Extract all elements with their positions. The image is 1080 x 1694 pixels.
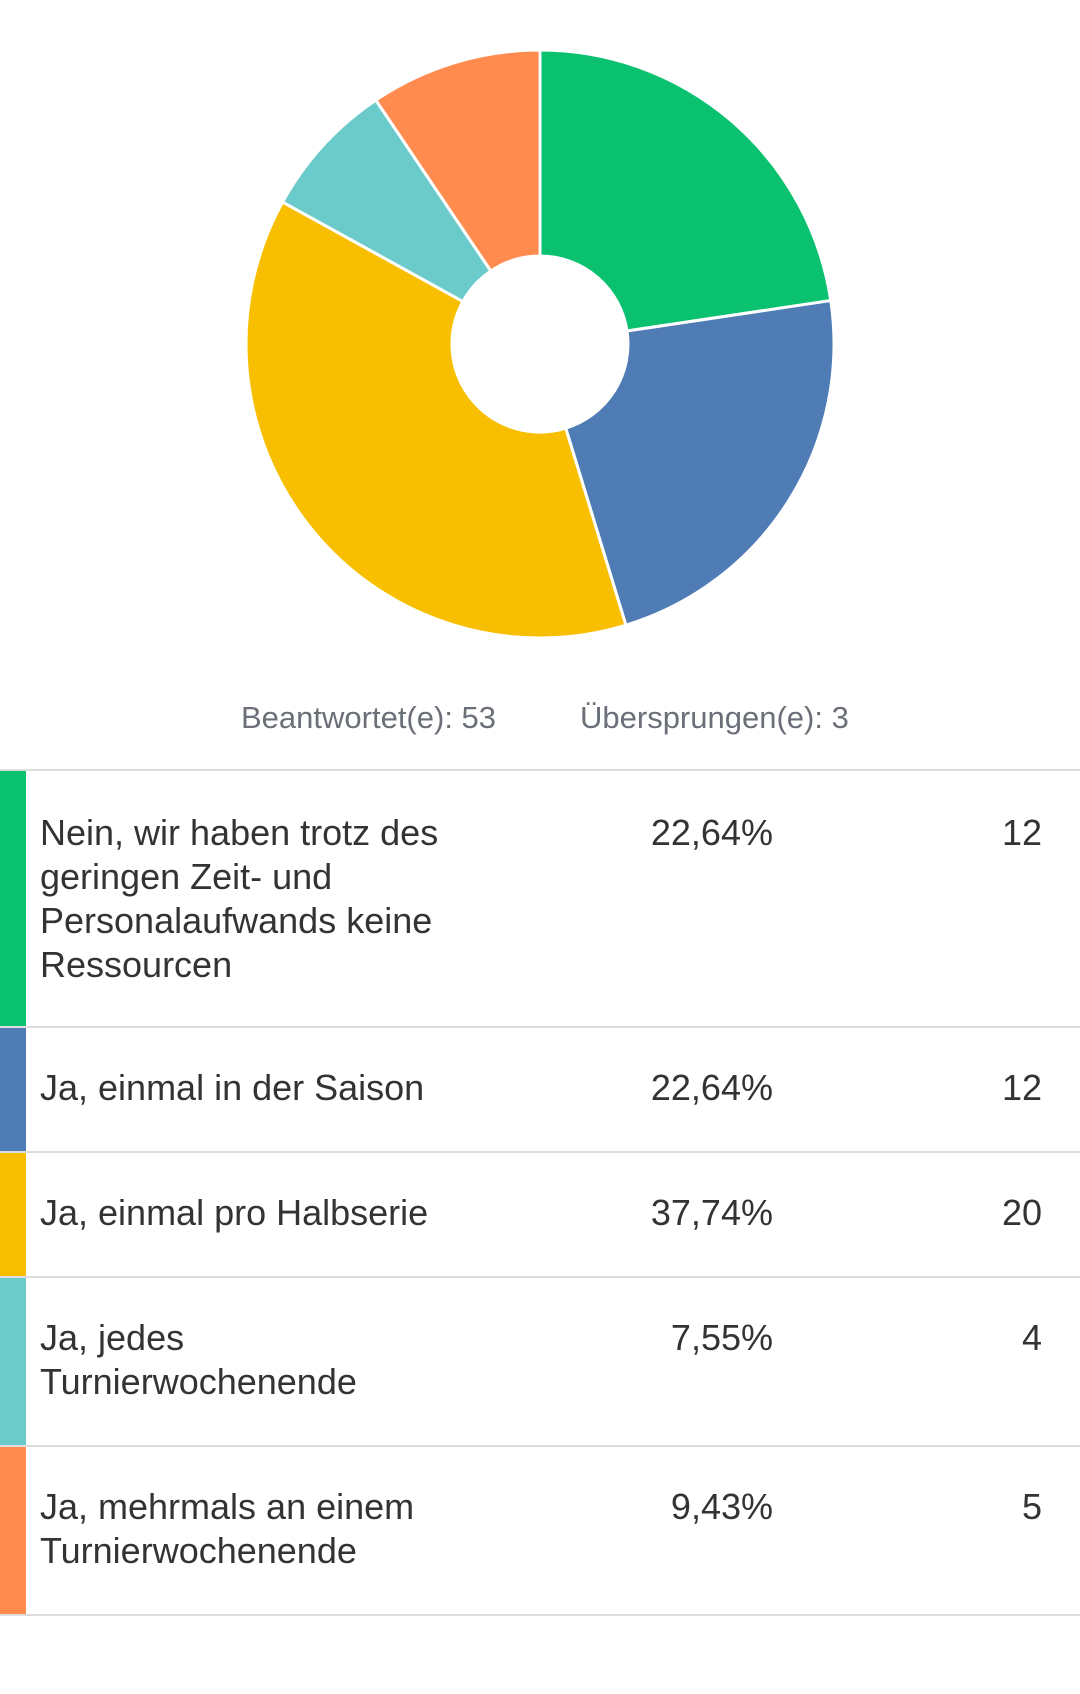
table-row: Ja, jedes Turnierwochenende 7,55% 4	[0, 1278, 1080, 1447]
answer-percent: 7,55%	[670, 1317, 773, 1358]
answer-count: 5	[1021, 1486, 1042, 1527]
answer-label: Ja, einmal pro Halbserie	[40, 1192, 429, 1233]
row-color-swatch	[0, 1028, 26, 1151]
answer-count: 20	[1001, 1192, 1042, 1233]
table-row: Ja, einmal in der Saison 22,64% 12	[0, 1028, 1080, 1153]
answer-percent: 22,64%	[650, 1067, 773, 1108]
row-color-swatch	[0, 1447, 26, 1614]
answer-label: Ja, jedes Turnierwochenende	[40, 1317, 357, 1402]
pie-chart-container	[0, 0, 1080, 660]
row-color-swatch	[0, 1153, 26, 1276]
answer-label: Ja, einmal in der Saison	[40, 1067, 425, 1108]
pie-slice-3	[244, 200, 628, 640]
answer-count: 12	[1001, 812, 1042, 853]
answer-label: Ja, mehrmals an einem Turnierwochenende	[40, 1486, 415, 1571]
answer-count: 4	[1021, 1317, 1042, 1358]
answer-percent: 37,74%	[650, 1192, 773, 1233]
pie-slice-5	[373, 48, 542, 274]
response-summary: Beantwortet(e): 53 Übersprungen(e): 3	[0, 700, 1080, 750]
answer-percent: 9,43%	[670, 1486, 773, 1527]
skipped-count: Übersprungen(e): 3	[580, 700, 849, 735]
pie-slice-2	[563, 298, 836, 628]
answer-count: 12	[1001, 1067, 1042, 1108]
answer-percent: 22,64%	[650, 812, 773, 853]
row-color-swatch	[0, 771, 26, 1026]
table-row: Ja, einmal pro Halbserie 37,74% 20	[0, 1153, 1080, 1278]
answered-count: Beantwortet(e): 53	[241, 700, 497, 735]
pie-slice-1	[538, 48, 833, 333]
answer-label: Nein, wir haben trotz des geringen Zeit-…	[40, 812, 439, 985]
table-row: Nein, wir haben trotz des geringen Zeit-…	[0, 771, 1080, 1028]
row-color-swatch	[0, 1278, 26, 1445]
answer-table: Nein, wir haben trotz des geringen Zeit-…	[0, 769, 1080, 1616]
donut-chart	[244, 48, 836, 640]
table-row: Ja, mehrmals an einem Turnierwochenende …	[0, 1447, 1080, 1616]
